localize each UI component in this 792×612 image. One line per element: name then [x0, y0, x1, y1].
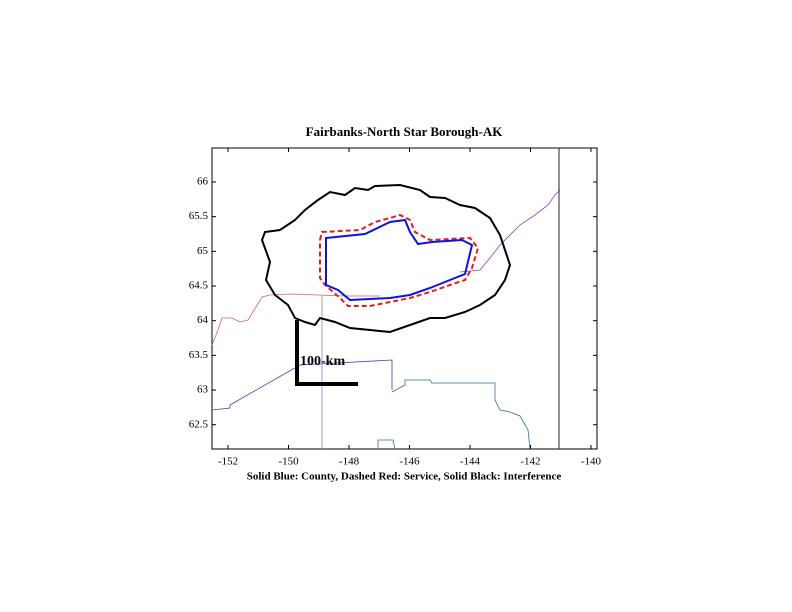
county-boundary [391, 379, 531, 450]
y-tick-label: 64 [197, 314, 209, 326]
x-tick-label: -144 [460, 456, 481, 468]
y-tick-label: 63.5 [189, 349, 209, 361]
y-tick-label: 65.5 [189, 210, 209, 222]
state-boundary [211, 293, 380, 346]
y-tick-label: 66 [197, 176, 209, 188]
x-tick-label: -140 [581, 456, 602, 468]
chart-title: Fairbanks-North Star Borough-AK [306, 124, 504, 139]
interference-contour [260, 183, 512, 334]
x-tick-label: -152 [218, 456, 238, 468]
x-tick-label: -150 [278, 456, 299, 468]
x-axis-label: Solid Blue: County, Dashed Red: Service,… [247, 471, 562, 483]
x-tick-label: -146 [399, 456, 420, 468]
county-boundary [459, 189, 561, 273]
scale-bar [295, 320, 358, 386]
y-tick-label: 64.5 [189, 280, 209, 292]
service-contour [319, 213, 480, 307]
x-tick-label: -148 [339, 456, 360, 468]
county-boundary [377, 439, 396, 450]
county-contour [325, 218, 474, 302]
y-tick-label: 65 [197, 245, 209, 257]
y-tick-label: 63 [197, 384, 209, 396]
boundaries [211, 148, 561, 450]
x-tick-label: -142 [520, 456, 540, 468]
county-boundary [211, 359, 393, 411]
scale-label: 100-km [300, 354, 345, 369]
y-tick-label: 62.5 [189, 418, 209, 430]
